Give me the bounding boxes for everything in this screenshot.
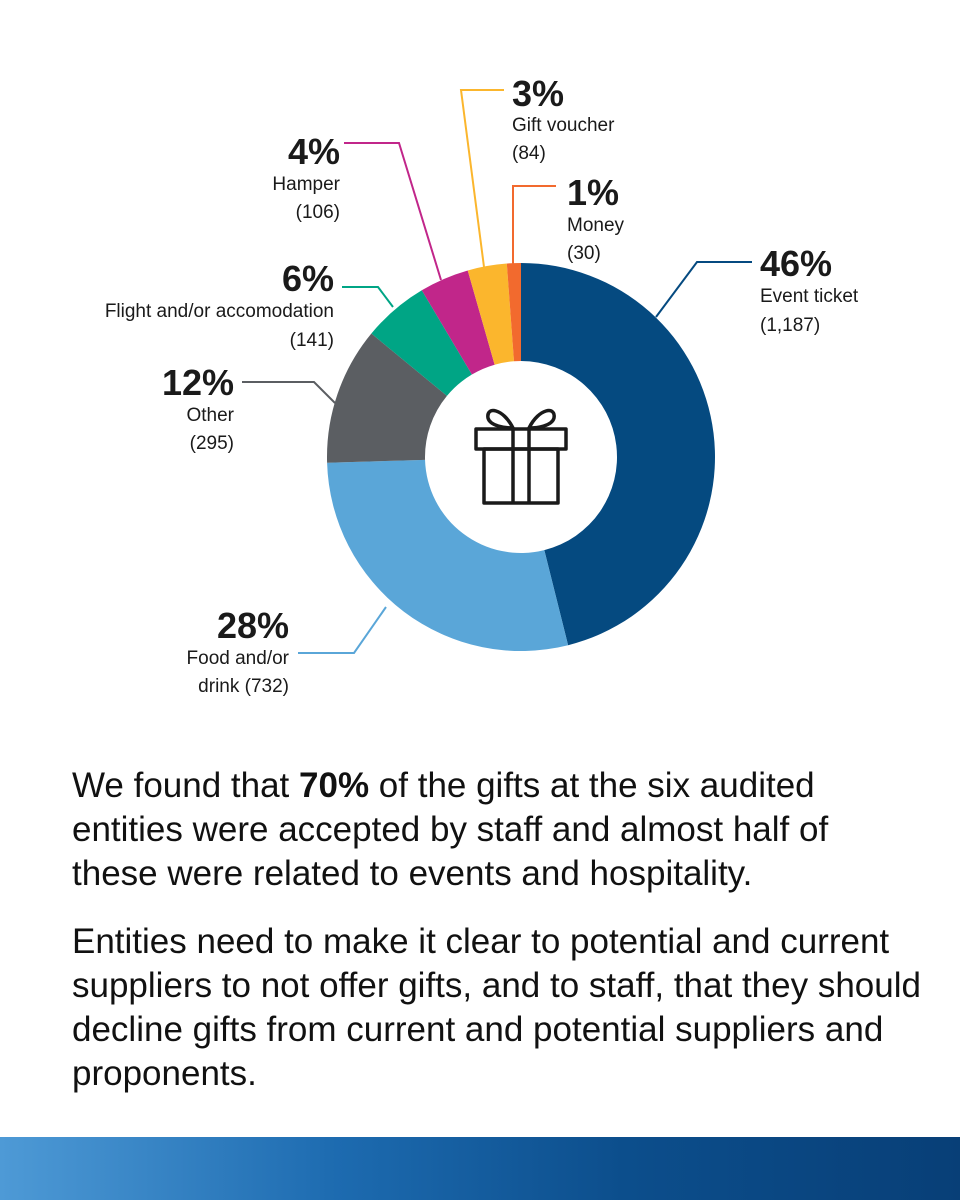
slice-event-ticket — [521, 263, 715, 646]
money-label: Money — [567, 215, 625, 236]
voucher-count: (84) — [512, 143, 546, 164]
leader-line-event-ticket — [655, 261, 752, 318]
donut-slices — [327, 263, 715, 652]
footer-gradient-bar — [0, 1137, 960, 1200]
leader-line-voucher — [459, 89, 504, 268]
flight-count: (141) — [290, 330, 334, 351]
summary-paragraph: We found that 70% of the gifts at the si… — [72, 764, 922, 896]
slice-food-and-or-drink — [327, 459, 569, 652]
slice-hamper — [421, 270, 495, 375]
slice-other — [327, 333, 447, 463]
other-percent: 12% — [162, 362, 234, 403]
gift-icon — [474, 408, 568, 505]
money-percent: 1% — [567, 172, 619, 213]
event-ticket-percent: 46% — [760, 243, 832, 284]
flight-percent: 6% — [282, 258, 334, 299]
leader-line-money — [512, 185, 556, 264]
hamper-count: (106) — [296, 202, 340, 223]
event-ticket-label: Event ticket — [760, 286, 859, 307]
summary-highlight-percent: 70% — [299, 766, 370, 805]
slice-gift-voucher — [467, 263, 514, 365]
flight-label: Flight and/or accomodation — [105, 301, 334, 322]
leader-line-hamper — [344, 142, 442, 281]
leader-line-flight — [342, 286, 394, 308]
leader-line-food — [298, 606, 387, 654]
food-label: Food and/or — [187, 648, 290, 669]
voucher-percent: 3% — [512, 73, 564, 114]
slice-flight-and-or-accomodation — [371, 290, 472, 396]
food-percent: 28% — [217, 605, 289, 646]
summary-text-end: of the gifts at the six audited entities… — [72, 766, 829, 893]
hamper-percent: 4% — [288, 131, 340, 172]
leader-line-other — [242, 381, 336, 404]
other-label: Other — [186, 405, 234, 426]
donut-chart: 46% Event ticket (1,187) 28% Food and/or… — [105, 73, 859, 697]
voucher-label: Gift voucher — [512, 115, 615, 136]
other-count: (295) — [190, 433, 234, 454]
slice-money — [506, 263, 521, 362]
money-count: (30) — [567, 243, 601, 264]
summary-text-start: We found that — [72, 766, 300, 805]
recommendation-paragraph: Entities need to make it clear to potent… — [72, 922, 921, 1093]
hamper-label: Hamper — [272, 174, 340, 195]
event-ticket-count: (1,187) — [760, 315, 820, 336]
food-label-count: drink (732) — [198, 676, 289, 697]
